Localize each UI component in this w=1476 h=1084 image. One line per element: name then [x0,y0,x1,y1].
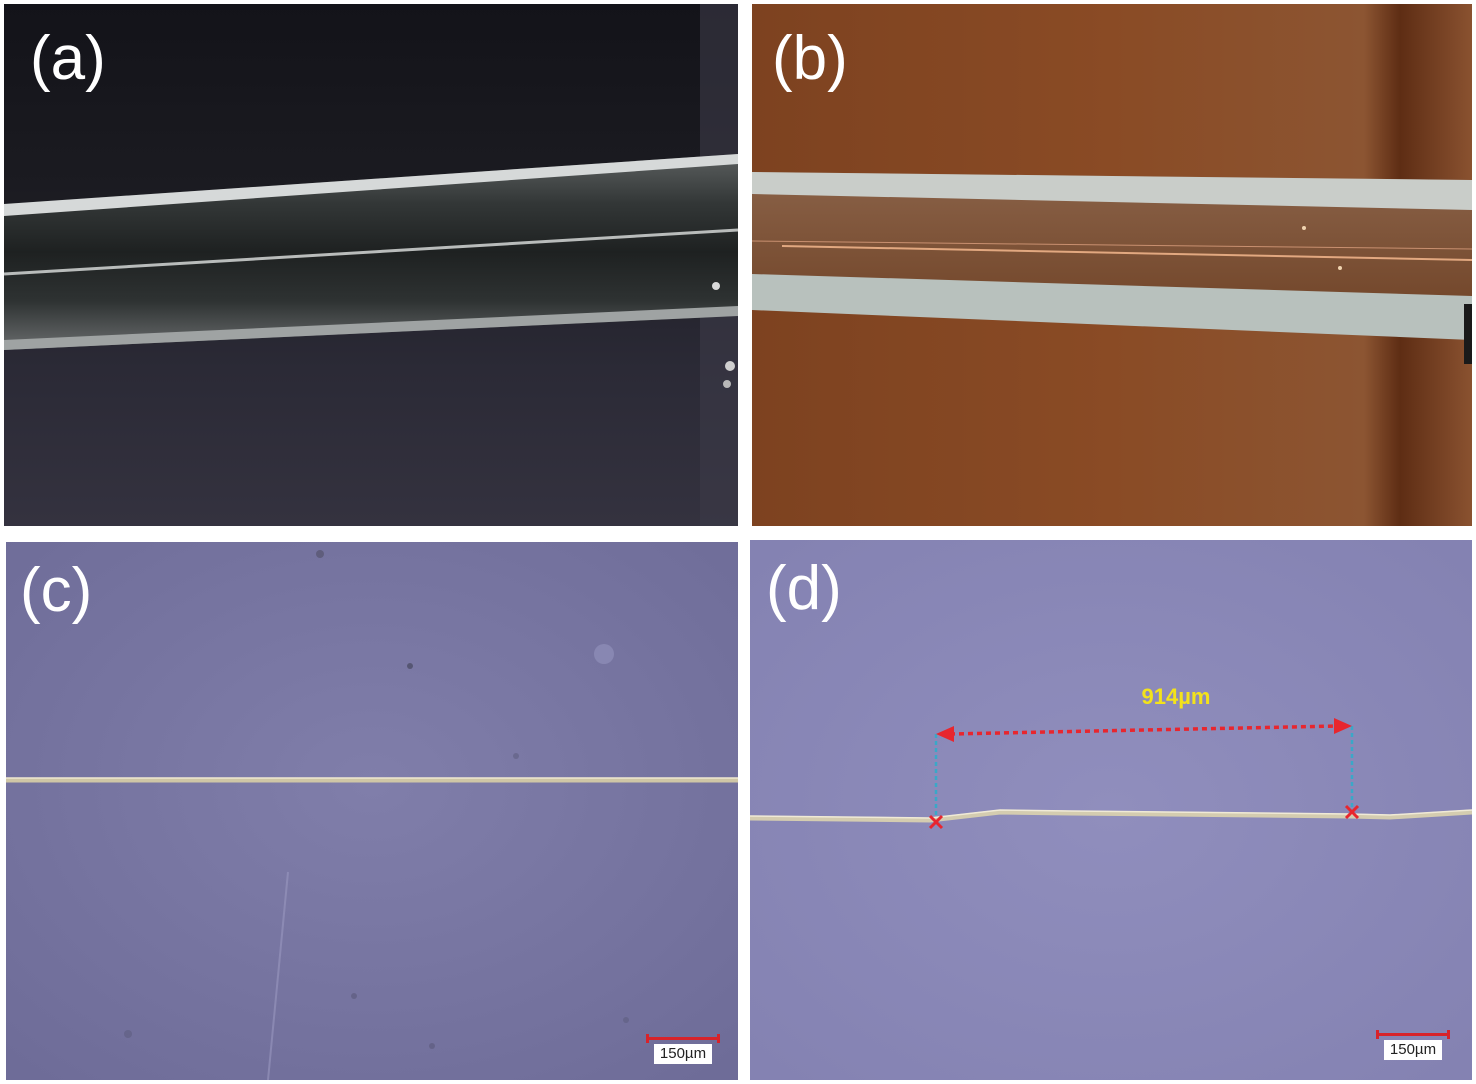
panel-d-arrowhead-left [936,726,954,742]
panel-d-scale-bar-label: 150µm [1384,1040,1442,1060]
panel-b-center-line [781,245,1472,261]
panel-d-measurement-arrow [949,724,1339,736]
panel-d-marker-left [928,814,944,830]
panel-a-center-line [4,228,738,276]
panel-a-label: (a) [30,24,106,93]
panel-a-photo [4,4,738,526]
panel-d-scale-bar: 150µm [1376,1030,1450,1062]
panel-a-strip-top-edge [4,154,738,216]
panel-c-micrograph [6,542,738,1080]
panel-d-arrowhead-right [1334,718,1352,734]
panel-c: (c) 150µm [6,542,738,1080]
panel-a: (a) [4,4,738,526]
panel-c-scale-bar-label: 150µm [654,1044,712,1064]
panel-a-strip-bottom-edge [4,306,738,350]
panel-b: (b) [752,4,1472,526]
panel-b-bottom-band [752,274,1472,340]
panel-d-fiber [750,809,1472,823]
panel-b-photo [752,4,1472,526]
panel-d-background [750,540,1472,1080]
panel-b-top-band [752,172,1472,210]
panel-d-micrograph [750,540,1472,1080]
panel-c-scale-bar: 150µm [646,1034,720,1066]
panel-d-label: (d) [766,554,842,623]
panel-c-background [6,542,738,1080]
panel-b-label: (b) [772,24,848,93]
panel-c-label: (c) [20,556,93,625]
panel-d: (d) 914µm 150µm [750,540,1472,1080]
panel-d-marker-right [1344,804,1360,820]
panel-d-measurement-label: 914µm [1141,684,1211,709]
